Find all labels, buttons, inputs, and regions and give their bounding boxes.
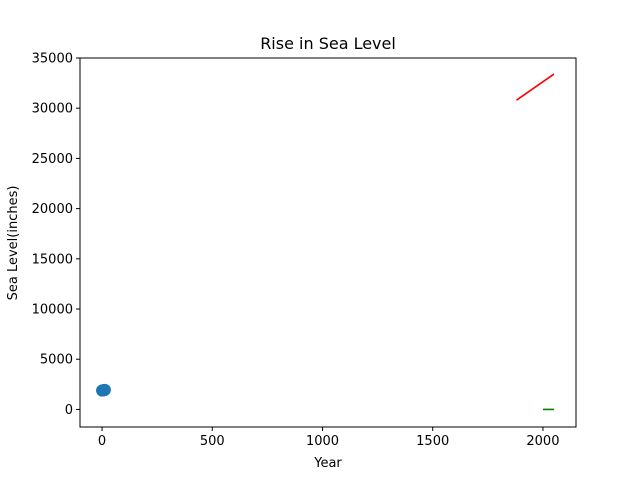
y-tick-label: 25000 xyxy=(32,152,73,167)
y-tick-label: 20000 xyxy=(32,202,73,217)
x-tick-label: 2000 xyxy=(526,434,559,449)
x-axis-label: Year xyxy=(313,456,342,471)
scatter-point xyxy=(98,383,111,396)
x-axis: 0 500 1000 1500 2000 xyxy=(98,427,559,449)
y-tick-label: 30000 xyxy=(32,102,73,117)
y-tick-label: 0 xyxy=(65,403,73,418)
chart-title: Rise in Sea Level xyxy=(260,34,396,53)
fit-line-1 xyxy=(516,73,555,101)
x-tick-label: 1000 xyxy=(306,434,339,449)
y-tick-label: 5000 xyxy=(40,353,73,368)
x-tick-label: 1500 xyxy=(416,434,449,449)
x-tick-label: 0 xyxy=(98,434,106,449)
plot-area xyxy=(79,57,577,428)
y-tick-label: 10000 xyxy=(32,303,73,318)
y-tick-label: 35000 xyxy=(32,52,73,67)
y-axis-label: Sea Level(inches) xyxy=(6,186,21,301)
y-tick-label: 15000 xyxy=(32,252,73,267)
x-tick-label: 500 xyxy=(200,434,225,449)
axes-frame xyxy=(79,57,577,428)
y-axis: 0 5000 10000 15000 20000 25000 30000 35000 xyxy=(32,52,80,418)
